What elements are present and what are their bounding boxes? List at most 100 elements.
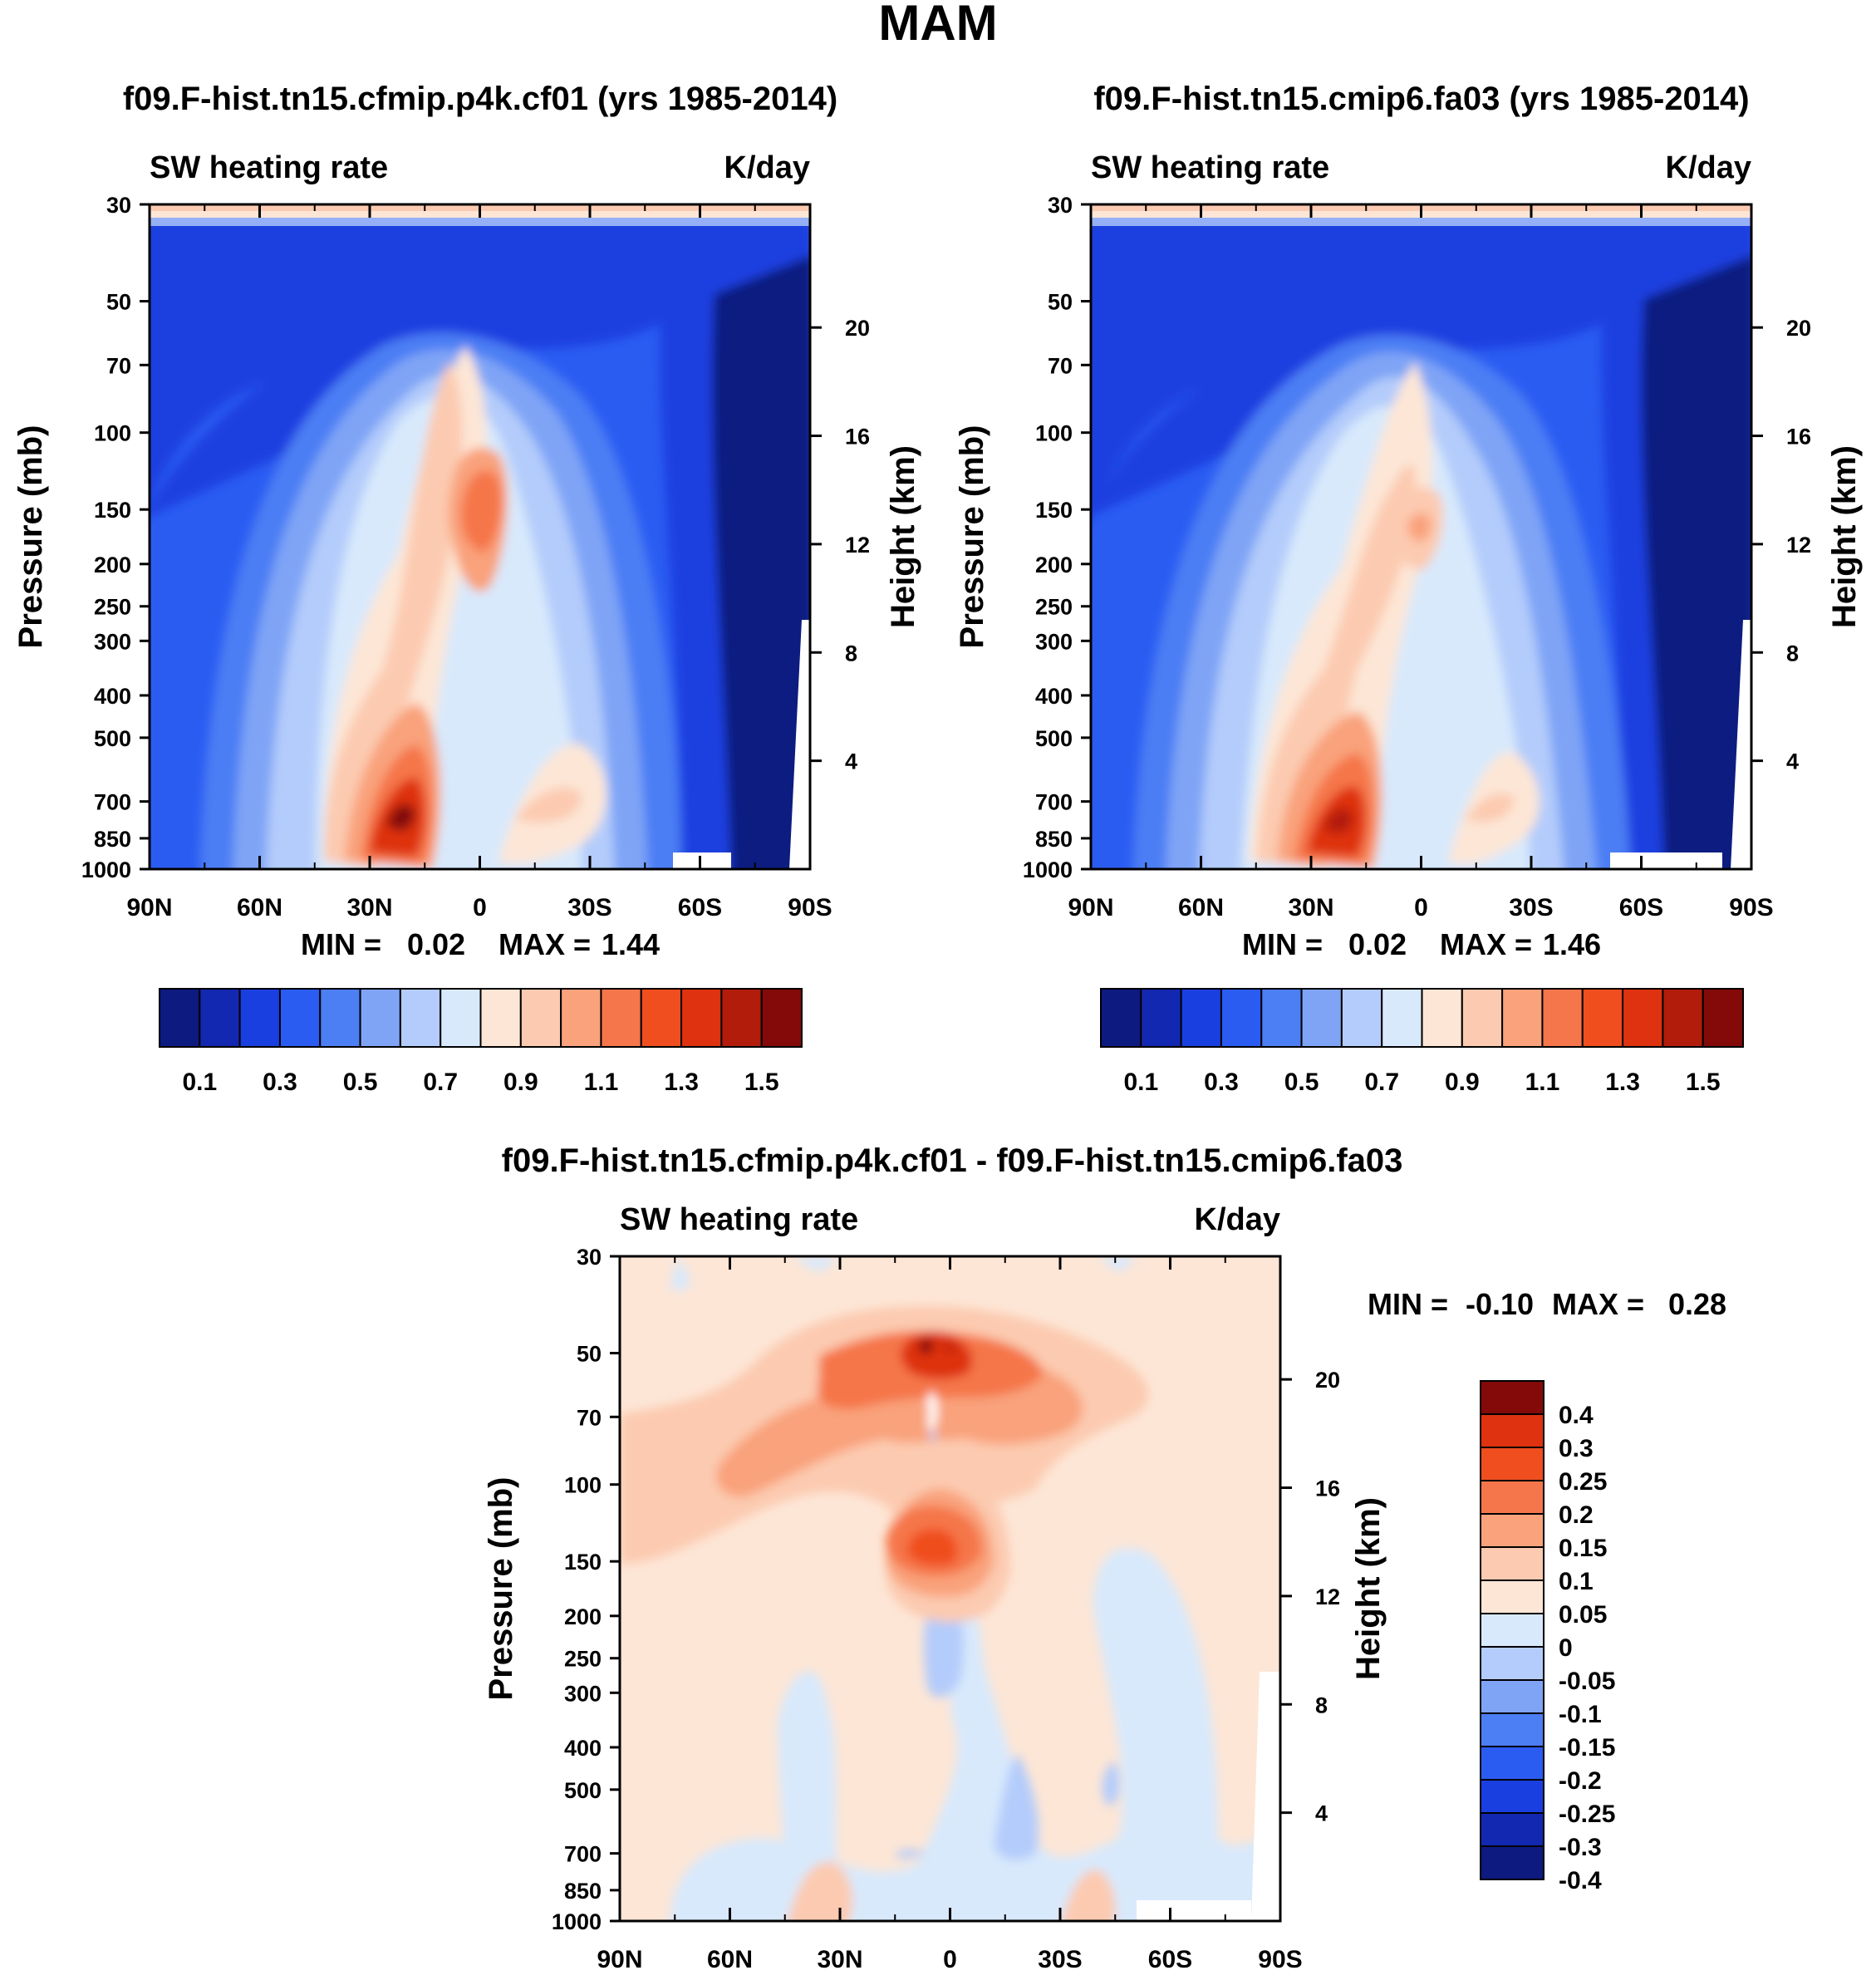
panel-3-colorbar-label: -0.2 — [1559, 1767, 1602, 1795]
panel-1-title: f09.F-hist.tn15.cfmip.p4k.cf01 (yrs 1985… — [123, 81, 837, 117]
panel-2-colorbar-label: 0.1 — [1123, 1069, 1158, 1096]
panel-1-y-label: Pressure (mb) — [12, 425, 49, 649]
panel-1-colorbar-label: 0.9 — [503, 1069, 538, 1096]
panel-3-y-label: Pressure (mb) — [483, 1477, 519, 1701]
panel-2-colorbar-label: 0.9 — [1445, 1069, 1480, 1096]
panel-3-x-axis: 90N 60N 30N 0 30S 60S 90S — [597, 1256, 1303, 1973]
panel-1-height-label: Height (km) — [885, 445, 921, 628]
panel-1-height-tick-label: 4 — [845, 749, 857, 774]
figure-title: MAM — [878, 0, 997, 51]
panel-3-y-tick-label: 850 — [564, 1879, 602, 1904]
panel-3-colorbar-box — [1480, 1812, 1545, 1847]
panel-1-y-tick-label: 1000 — [81, 857, 131, 882]
panel-2-y-tick-label: 100 — [1035, 421, 1073, 446]
panel-1-colorbar: 0.1 0.3 0.5 0.7 0.9 1.1 1.3 1.5 — [159, 988, 803, 1096]
panel-3-title: f09.F-hist.tn15.cfmip.p4k.cf01 - f09.F-h… — [502, 1142, 1403, 1179]
panel-3-x-tick-label: 30S — [1038, 1946, 1082, 1973]
panel-2-colorbar-box — [1140, 988, 1182, 1048]
panel-3-colorbar-box — [1480, 1380, 1545, 1415]
panel-1-y-tick-label: 100 — [94, 421, 131, 446]
panel-2-height-axis: 20 16 12 8 4 — [1751, 316, 1811, 774]
panel-3-y-tick-label: 400 — [564, 1736, 602, 1761]
panel-3-x-tick-label: 90S — [1258, 1946, 1302, 1973]
panel-1-x-tick-label: 30N — [346, 894, 392, 921]
panel-1-colorbar-label: 0.5 — [343, 1069, 378, 1096]
panel-1-x-tick-label: 30S — [567, 894, 611, 921]
panel-1-height-tick-label: 12 — [845, 533, 870, 558]
panel-1: f09.F-hist.tn15.cfmip.p4k.cf01 (yrs 1985… — [12, 81, 921, 1096]
panel-3-y-axis: 30 50 70 100 150 200 250 300 400 500 700 850 1000 — [552, 1245, 620, 1934]
panel-2-colorbar-box — [1220, 988, 1263, 1048]
panel-1-y-axis: 30 50 70 100 150 200 250 300 400 500 700 850 1000 — [81, 193, 150, 882]
panel-3-colorbar-box — [1480, 1779, 1545, 1814]
panel-3-colorbar-box — [1480, 1513, 1545, 1548]
panel-2-colorbar-box — [1662, 988, 1704, 1048]
panel-2-colorbar-box — [1421, 988, 1463, 1048]
panel-3-colorbar-label: 0.1 — [1559, 1568, 1594, 1595]
panel-2-x-tick-label: 30N — [1288, 894, 1333, 921]
panel-3-colorbar-label: -0.1 — [1559, 1701, 1602, 1728]
panel-3-colorbar-label: 0.05 — [1559, 1601, 1607, 1629]
panel-3-y-tick-label: 1000 — [552, 1909, 602, 1934]
panel-2-x-axis: 90N 60N 30N 0 30S 60S 90S — [1068, 204, 1774, 921]
panel-3-contour-field — [620, 1256, 1280, 1921]
panel-2-x-tick-label: 60N — [1178, 894, 1224, 921]
panel-1-colorbar-box — [680, 988, 723, 1048]
panel-2-colorbar-box — [1260, 988, 1303, 1048]
panel-1-y-tick-label: 200 — [94, 553, 131, 577]
panel-3-height-tick-label: 8 — [1315, 1693, 1328, 1717]
panel-3-y-tick-label: 70 — [577, 1405, 602, 1430]
panel-2-x-tick-label: 90S — [1729, 894, 1773, 921]
panel-3-colorbar-box — [1480, 1646, 1545, 1681]
panel-2-colorbar-box — [1180, 988, 1222, 1048]
panel-3-colorbar-label: -0.25 — [1559, 1801, 1615, 1828]
panel-2-y-tick-label: 300 — [1035, 629, 1073, 654]
panel-2-units-label: K/day — [1666, 150, 1751, 185]
panel-3-x-tick-label: 60S — [1148, 1946, 1192, 1973]
panel-1-colorbar-box — [720, 988, 763, 1048]
panel-3-x-tick-label: 30N — [817, 1946, 862, 1973]
panel-2-y-tick-label: 850 — [1035, 827, 1073, 852]
panel-1-y-tick-label: 300 — [94, 629, 131, 654]
panel-3-x-tick-label: 90N — [597, 1946, 642, 1973]
panel-2-colorbar-box — [1100, 988, 1142, 1048]
panel-1-colorbar-label: 1.3 — [664, 1069, 699, 1096]
panel-2-y-tick-label: 200 — [1035, 553, 1073, 577]
panel-1-x-tick-label: 60S — [678, 894, 722, 921]
panel-2-colorbar-label: 0.3 — [1204, 1069, 1239, 1096]
panel-2-y-tick-label: 150 — [1035, 498, 1073, 523]
panel-2-y-tick-label: 700 — [1035, 790, 1073, 815]
panel-1-colorbar-label: 0.1 — [182, 1069, 217, 1096]
panel-1-colorbar-label: 1.5 — [744, 1069, 779, 1096]
panel-1-height-tick-label: 20 — [845, 316, 870, 341]
panel-1-y-tick-label: 700 — [94, 790, 131, 815]
panel-2-contour-field — [1091, 204, 1751, 869]
panel-1-y-tick-label: 400 — [94, 684, 131, 709]
panel-3-colorbar-label: -0.4 — [1559, 1867, 1602, 1894]
panel-1-colorbar-box — [199, 988, 241, 1048]
panel-3-colorbar-label: 0.4 — [1559, 1402, 1594, 1429]
panel-2-y-tick-label: 1000 — [1023, 857, 1073, 882]
panel-2-y-tick-label: 70 — [1048, 353, 1073, 378]
panel-1-x-tick-label: 90N — [126, 894, 172, 921]
panel-3-y-tick-label: 100 — [564, 1473, 602, 1498]
panel-2-colorbar-label: 0.7 — [1364, 1069, 1399, 1096]
panel-3-y-tick-label: 700 — [564, 1842, 602, 1867]
panel-3-colorbar-box — [1480, 1845, 1545, 1880]
panel-2-y-tick-label: 500 — [1035, 726, 1073, 751]
panel-3-colorbar-label: -0.15 — [1559, 1734, 1615, 1761]
panel-2-x-tick-label: 30S — [1509, 894, 1553, 921]
panel-1-y-tick-label: 850 — [94, 827, 131, 852]
panel-3-colorbar-label: -0.3 — [1559, 1834, 1602, 1861]
panel-2-colorbar-label: 0.5 — [1284, 1069, 1319, 1096]
panel-3-height-label: Height (km) — [1350, 1497, 1387, 1680]
panel-2-colorbar-label: 1.5 — [1686, 1069, 1721, 1096]
panel-3-colorbar-box — [1480, 1712, 1545, 1747]
panel-3-colorbar-box — [1480, 1746, 1545, 1781]
panel-3-colorbar-box — [1480, 1546, 1545, 1581]
panel-1-height-axis: 20 16 12 8 4 — [810, 316, 870, 774]
panel-3-colorbar-label: 0.3 — [1559, 1435, 1594, 1462]
panel-3-y-tick-label: 500 — [564, 1778, 602, 1803]
panel-2-height-tick-label: 20 — [1786, 316, 1811, 341]
